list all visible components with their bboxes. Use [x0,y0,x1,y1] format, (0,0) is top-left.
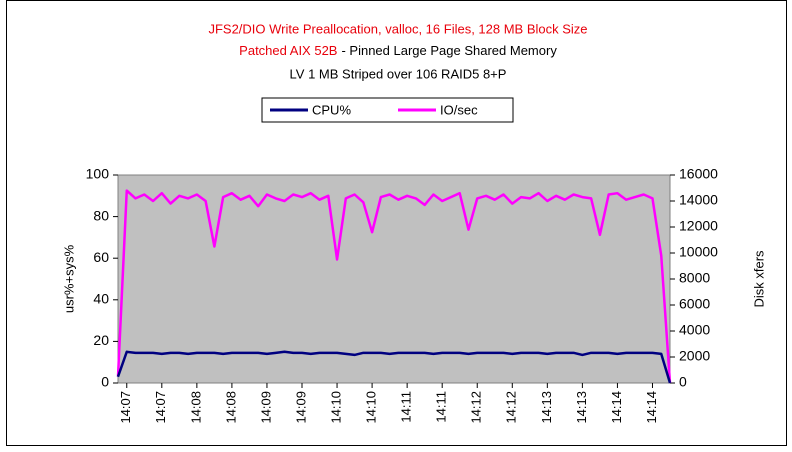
x-tick-label: 14:13 [574,391,589,424]
x-tick-label: 14:12 [504,391,519,424]
chart-title: JFS2/DIO Write Preallocation, valloc, 16… [208,21,587,36]
x-tick-label: 14:10 [328,391,343,424]
y2-tick-label: 10000 [679,244,718,260]
x-tick-label: 14:11 [434,391,449,423]
chart-subtitle: Patched AIX 52B - Pinned Large Page Share… [239,43,557,58]
y2-tick-label: 6000 [679,296,710,312]
x-tick-label: 14:09 [293,391,308,424]
legend-label: CPU% [312,102,351,117]
y2-tick-label: 4000 [679,322,710,338]
x-tick-label: 14:14 [609,391,624,424]
y2-tick-label: 12000 [679,218,718,234]
x-tick-label: 14:13 [539,391,554,424]
series-line [116,350,672,384]
y-tick-label: 20 [93,332,109,348]
y2-tick-label: 8000 [679,270,710,286]
series-line [116,189,672,384]
x-tick-label: 14:07 [118,391,133,424]
x-tick-label: 14:07 [153,391,168,424]
x-tick-label: 14:11 [399,391,414,423]
y2-tick-label: 2000 [679,348,710,364]
y-axis-label: usr%+sys% [61,244,76,313]
legend-label: IO/sec [440,102,478,117]
y-tick-label: 100 [86,166,110,182]
x-tick-label: 14:10 [364,391,379,424]
x-tick-label: 14:12 [469,391,484,424]
y2-tick-label: 14000 [679,192,718,208]
y2-tick-label: 0 [679,374,687,390]
y2-tick-label: 16000 [679,166,718,182]
plot-area [117,174,671,384]
chart-subtitle2: LV 1 MB Striped over 106 RAID5 8+P [290,66,507,81]
x-tick-label: 14:09 [258,391,273,424]
y-tick-label: 80 [93,207,109,223]
subtitle-black: - Pinned Large Page Shared Memory [341,43,557,58]
y2-axis-label: Disk xfers [751,250,766,308]
y-tick-label: 0 [101,374,109,390]
x-tick-label: 14:08 [223,391,238,424]
y-tick-label: 40 [93,291,109,307]
y-tick-label: 60 [93,249,109,265]
x-tick-label: 14:14 [644,391,659,424]
x-tick-label: 14:08 [188,391,203,424]
subtitle-red: Patched AIX 52B [239,43,337,58]
